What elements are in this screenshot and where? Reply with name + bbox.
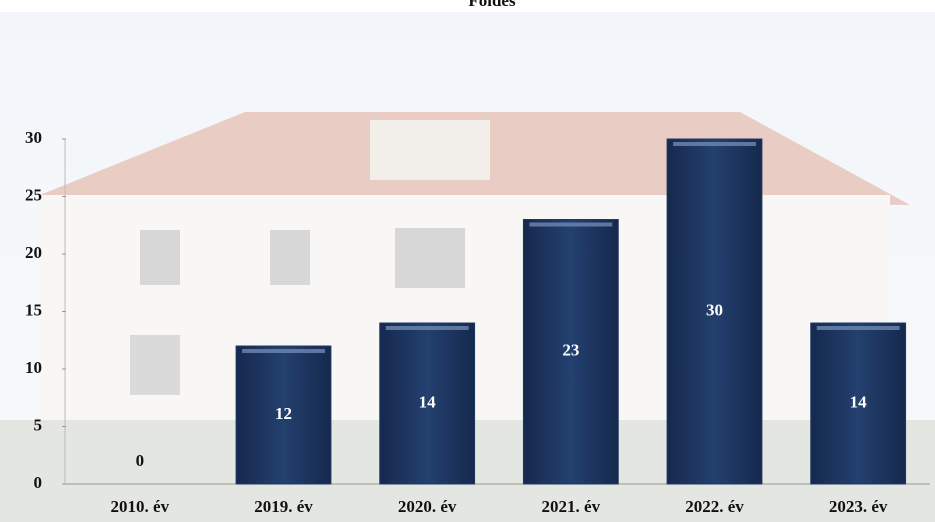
data-label: 14 xyxy=(419,392,437,411)
y-tick-label: 10 xyxy=(25,358,42,377)
data-label: 14 xyxy=(850,392,868,411)
data-label: 0 xyxy=(136,451,145,470)
x-tick-label: 2020. év xyxy=(398,497,457,516)
bar-highlight xyxy=(242,349,325,353)
x-tick-label: 2023. év xyxy=(829,497,888,516)
x-tick-label: 2019. év xyxy=(254,497,313,516)
bar-highlight xyxy=(386,326,469,330)
data-label: 12 xyxy=(275,404,292,423)
y-tick-label: 0 xyxy=(34,473,43,492)
chart-title: Földes xyxy=(468,0,516,10)
y-tick-label: 20 xyxy=(25,243,42,262)
y-tick-label: 15 xyxy=(25,300,42,319)
bar-highlight xyxy=(817,326,900,330)
data-label: 23 xyxy=(562,341,579,360)
bar-highlight xyxy=(673,142,756,146)
y-tick-label: 5 xyxy=(34,415,43,434)
chart: Földes 0 5 10 15 20 25 30 2010. év 0 2019. év 12 20… xyxy=(0,0,935,522)
bar-highlight xyxy=(529,223,612,227)
y-tick-label: 30 xyxy=(25,128,42,147)
y-tick-label: 25 xyxy=(25,185,42,204)
page: Földes 0 5 10 15 20 25 30 2010. év 0 2019. év 12 20… xyxy=(0,0,935,522)
data-label: 30 xyxy=(706,300,723,319)
x-tick-label: 2021. év xyxy=(542,497,601,516)
x-tick-label: 2010. év xyxy=(111,497,170,516)
x-tick-label: 2022. év xyxy=(685,497,744,516)
